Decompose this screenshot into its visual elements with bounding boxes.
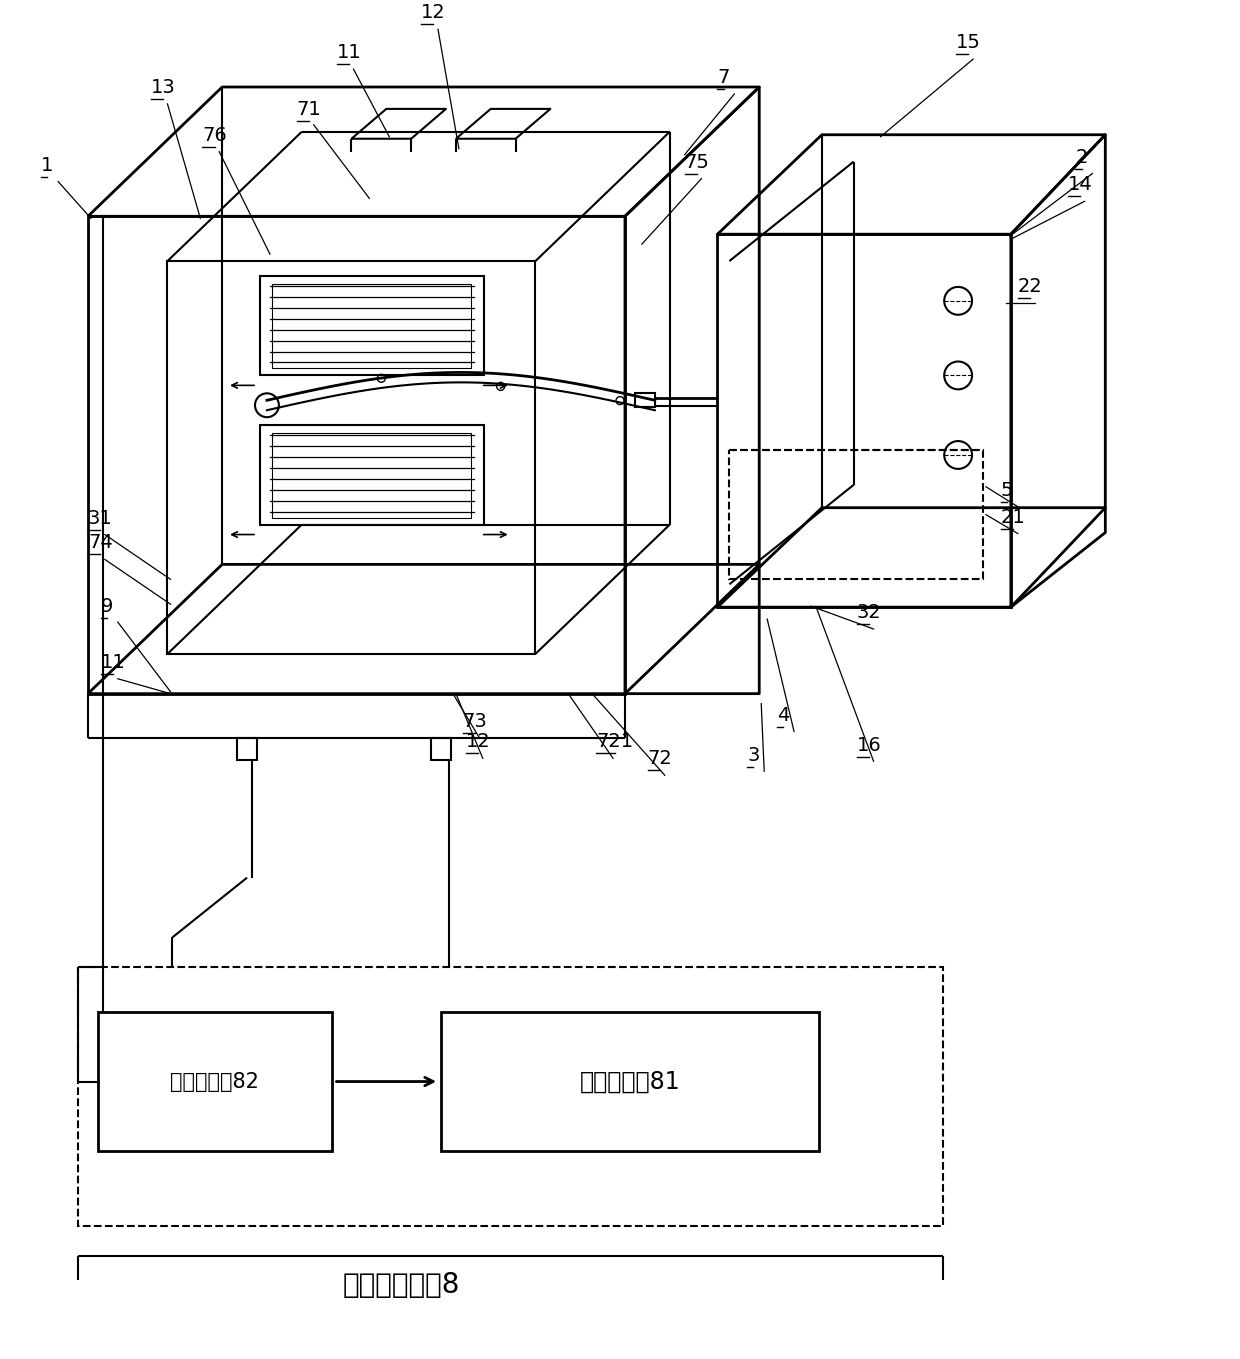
Bar xyxy=(441,1012,818,1151)
Text: 22: 22 xyxy=(1018,277,1043,296)
Text: 72: 72 xyxy=(647,749,672,768)
Text: 73: 73 xyxy=(463,712,487,731)
Text: 3: 3 xyxy=(748,746,760,765)
Text: 13: 13 xyxy=(150,77,175,96)
Text: 1: 1 xyxy=(41,155,53,174)
Text: 76: 76 xyxy=(202,125,227,144)
Text: 信号发生器81: 信号发生器81 xyxy=(579,1070,681,1094)
Text: 75: 75 xyxy=(684,152,709,171)
Bar xyxy=(260,276,484,375)
Text: 信号发生装甩8: 信号发生装甩8 xyxy=(342,1272,460,1299)
Text: 11: 11 xyxy=(100,652,125,671)
Text: 9: 9 xyxy=(100,597,113,616)
Text: 2: 2 xyxy=(1075,148,1087,167)
Bar xyxy=(272,284,471,368)
Text: 11: 11 xyxy=(336,43,361,63)
Text: 721: 721 xyxy=(596,733,634,752)
Bar xyxy=(718,234,1011,607)
Text: 4: 4 xyxy=(777,707,790,726)
Text: 12: 12 xyxy=(466,733,491,752)
Bar xyxy=(98,1012,331,1151)
Bar xyxy=(272,434,471,518)
Bar xyxy=(237,738,257,760)
Bar xyxy=(729,450,983,579)
Text: 32: 32 xyxy=(857,603,882,622)
Text: 31: 31 xyxy=(88,508,113,527)
Text: 16: 16 xyxy=(857,737,882,756)
Text: 21: 21 xyxy=(1001,508,1025,526)
Bar xyxy=(432,738,451,760)
Bar xyxy=(167,261,536,654)
Text: 12: 12 xyxy=(422,3,446,22)
Bar xyxy=(635,393,655,408)
Bar xyxy=(88,216,625,693)
Text: 功率放大器82: 功率放大器82 xyxy=(170,1071,259,1091)
Bar xyxy=(78,968,944,1226)
Text: 71: 71 xyxy=(296,99,321,118)
Text: 14: 14 xyxy=(1068,175,1092,194)
Text: 7: 7 xyxy=(718,68,730,87)
Text: 5: 5 xyxy=(1001,481,1013,500)
Bar xyxy=(260,425,484,525)
Text: 15: 15 xyxy=(956,33,981,52)
Text: 74: 74 xyxy=(88,534,113,553)
